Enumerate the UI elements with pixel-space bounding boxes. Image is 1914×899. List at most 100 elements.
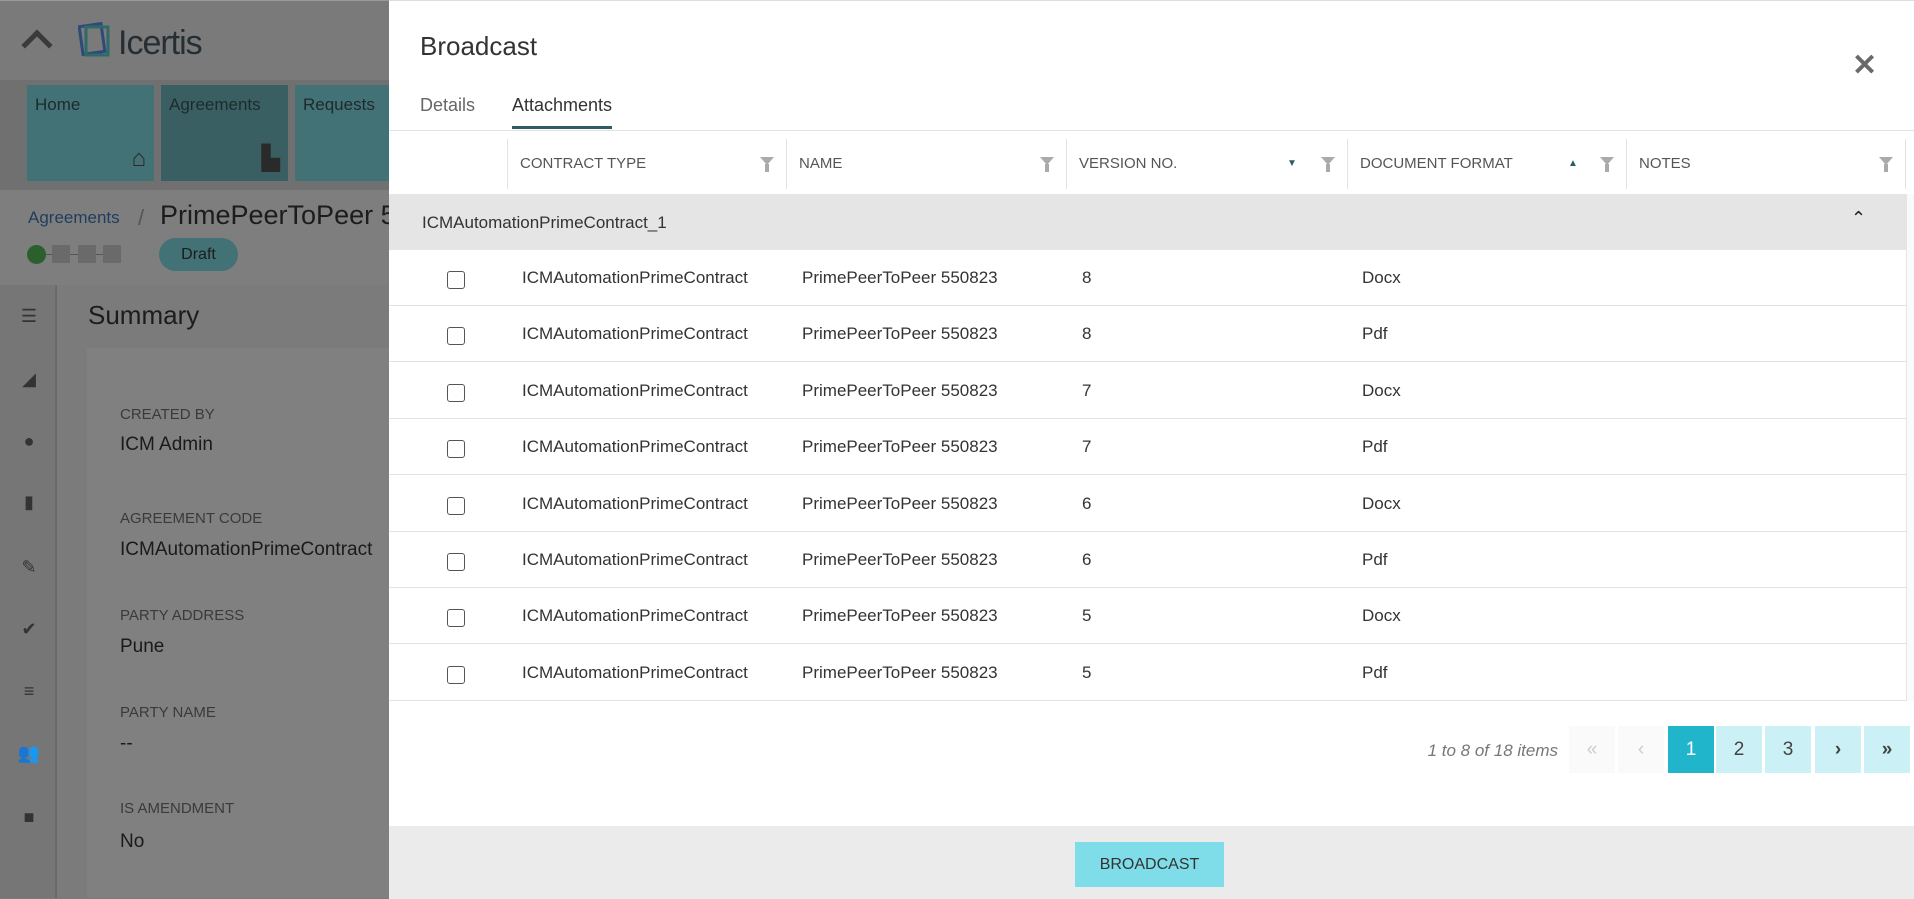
cell-format: Pdf — [1362, 550, 1388, 569]
list-icon[interactable]: ≡ — [23, 681, 35, 701]
tile-agreements[interactable]: Agreements ▙ — [161, 85, 288, 181]
note-icon[interactable]: ■ — [23, 807, 35, 827]
tab-divider — [389, 130, 1914, 131]
side-nav: ☰ ◢ ● ▮ ✎ ✔ ≡ 👥 ■ — [0, 285, 57, 898]
column-header-document-format[interactable]: DOCUMENT FORMAT ▲ — [1347, 139, 1626, 189]
tile-label: Home — [35, 95, 81, 114]
field-value: -- — [120, 733, 133, 754]
last-page-button[interactable]: » — [1864, 726, 1910, 773]
row-checkbox[interactable] — [447, 271, 465, 289]
cell-version: 8 — [1082, 268, 1092, 287]
cell-version: 8 — [1082, 324, 1092, 344]
page-2-button[interactable]: 2 — [1716, 726, 1762, 773]
filter-icon[interactable] — [1040, 157, 1054, 172]
scrollbar[interactable] — [1906, 194, 1914, 701]
first-page-button[interactable]: « — [1569, 726, 1615, 773]
field-value: Pune — [120, 636, 165, 657]
cell-contract-type: ICMAutomationPrimeContract — [522, 324, 748, 344]
filter-icon[interactable] — [760, 157, 774, 172]
cell-contract-type: ICMAutomationPrimeContract — [522, 437, 748, 457]
field-label: IS AMENDMENT — [120, 800, 235, 817]
row-checkbox[interactable] — [447, 440, 465, 459]
table-row: ICMAutomationPrimeContract PrimePeerToPee… — [389, 363, 1906, 419]
sort-ascending-icon: ▲ — [1568, 158, 1578, 169]
cell-contract-type: ICMAutomationPrimeContract — [522, 268, 748, 287]
page-1-button[interactable]: 1 — [1668, 726, 1714, 773]
row-checkbox[interactable] — [447, 609, 465, 628]
page-3-button[interactable]: 3 — [1765, 726, 1811, 773]
cell-contract-type: ICMAutomationPrimeContract — [522, 606, 748, 626]
column-label: NAME — [799, 155, 843, 172]
stage-pending — [52, 245, 70, 263]
broadcast-button[interactable]: BROADCAST — [1075, 842, 1224, 887]
next-page-button[interactable]: › — [1815, 726, 1861, 773]
column-label: DOCUMENT FORMAT — [1360, 155, 1513, 172]
row-checkbox[interactable] — [447, 665, 465, 684]
cell-version: 7 — [1082, 380, 1092, 400]
tab-attachments[interactable]: Attachments — [512, 95, 613, 129]
column-label: NOTES — [1639, 155, 1691, 172]
column-header-version[interactable]: VERSION NO. ▼ — [1066, 139, 1347, 189]
close-icon[interactable]: ✕ — [1852, 49, 1878, 82]
field-label: CREATED BY — [120, 406, 215, 423]
cell-version: 5 — [1082, 606, 1092, 626]
users-icon[interactable]: 👥 — [17, 743, 41, 763]
cell-format: Docx — [1362, 380, 1401, 400]
filter-icon[interactable] — [1879, 157, 1893, 172]
tile-requests[interactable]: Requests — [295, 85, 389, 181]
cell-name: PrimePeerToPeer 550823 — [802, 437, 998, 457]
field-label: PARTY ADDRESS — [120, 607, 245, 624]
broadcast-modal: Broadcast ✕ Details Attachments CONTRACT… — [389, 0, 1914, 899]
prev-page-button[interactable]: ‹ — [1618, 726, 1664, 773]
modal-title: Broadcast — [420, 31, 538, 61]
modal-footer: BROADCAST — [389, 826, 1914, 899]
home-icon: ⌂ — [131, 145, 147, 172]
summary-card — [87, 348, 389, 898]
group-row[interactable]: ICMAutomationPrimeContract_1 ⌃ — [389, 194, 1906, 250]
column-header-notes[interactable]: NOTES — [1626, 139, 1906, 189]
double-check-icon[interactable]: ✔ — [21, 619, 37, 639]
edit-icon[interactable]: ✎ — [21, 557, 37, 577]
column-label: CONTRACT TYPE — [520, 155, 647, 172]
breadcrumb-agreements-link[interactable]: Agreements — [28, 208, 120, 227]
summary-title: Summary — [88, 300, 200, 330]
icertis-logo-icon — [78, 21, 110, 57]
table-row: ICMAutomationPrimeContract PrimePeerToPee… — [389, 306, 1906, 363]
column-header-contract-type[interactable]: CONTRACT TYPE — [507, 139, 786, 189]
cell-name: PrimePeerToPeer 550823 — [802, 606, 998, 626]
field-value: ICMAutomationPrimeContract — [120, 539, 373, 560]
cell-contract-type: ICMAutomationPrimeContract — [522, 662, 748, 682]
table-row: ICMAutomationPrimeContract PrimePeerToPee… — [389, 476, 1906, 532]
tile-home[interactable]: Home ⌂ — [27, 85, 154, 181]
app-header — [0, 0, 389, 80]
nav-tiles: Home ⌂ Agreements ▙ Requests — [0, 80, 389, 190]
cell-name: PrimePeerToPeer 550823 — [802, 493, 998, 513]
document-icon[interactable]: ▮ — [24, 492, 34, 512]
cell-contract-type: ICMAutomationPrimeContract — [522, 550, 748, 569]
filter-icon[interactable] — [1321, 157, 1335, 172]
row-checkbox[interactable] — [447, 496, 465, 515]
field-value: No — [120, 831, 145, 852]
status-badge: Draft — [159, 238, 238, 271]
column-header-name[interactable]: NAME — [786, 139, 1066, 189]
menu-icon[interactable]: ☰ — [20, 306, 38, 326]
table-row: ICMAutomationPrimeContract PrimePeerToPee… — [389, 250, 1906, 306]
stage-completed — [27, 245, 46, 264]
group-label: ICMAutomationPrimeContract_1 — [422, 213, 667, 232]
field-label: PARTY NAME — [120, 704, 216, 721]
table-row: ICMAutomationPrimeContract PrimePeerToPee… — [389, 588, 1906, 645]
row-checkbox[interactable] — [447, 553, 465, 571]
breadcrumb-separator: / — [138, 205, 145, 230]
cell-format: Pdf — [1362, 662, 1388, 682]
row-checkbox[interactable] — [447, 383, 465, 402]
chart-icon[interactable]: ◢ — [22, 369, 36, 389]
cell-name: PrimePeerToPeer 550823 — [802, 380, 998, 400]
collapse-group-icon[interactable]: ⌃ — [1851, 208, 1867, 228]
row-checkbox[interactable] — [447, 327, 465, 346]
info-icon[interactable]: ● — [23, 431, 35, 451]
tile-label: Agreements — [169, 95, 261, 114]
cell-name: PrimePeerToPeer 550823 — [802, 550, 998, 569]
filter-icon[interactable] — [1600, 157, 1614, 172]
cell-format: Pdf — [1362, 437, 1388, 457]
tab-details[interactable]: Details — [420, 95, 476, 115]
